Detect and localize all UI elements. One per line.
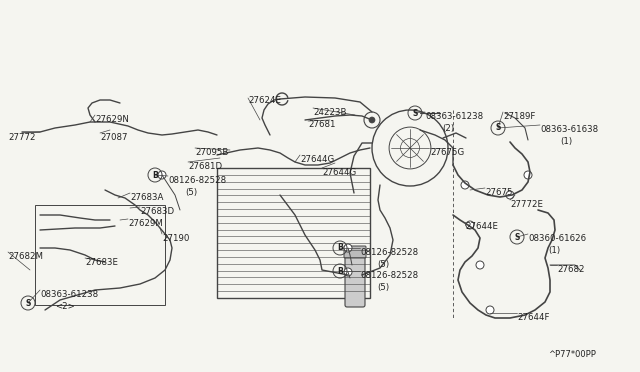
Text: <2>: <2> bbox=[55, 302, 75, 311]
Circle shape bbox=[486, 306, 494, 314]
Text: 27629N: 27629N bbox=[95, 115, 129, 124]
FancyBboxPatch shape bbox=[345, 253, 365, 307]
Text: B: B bbox=[152, 170, 158, 180]
FancyBboxPatch shape bbox=[344, 246, 366, 258]
Text: 24223B: 24223B bbox=[313, 108, 346, 117]
Circle shape bbox=[461, 181, 469, 189]
Text: 27675: 27675 bbox=[485, 188, 513, 197]
Text: (5): (5) bbox=[377, 283, 389, 292]
Text: 27683D: 27683D bbox=[140, 207, 174, 216]
Circle shape bbox=[158, 171, 166, 179]
Text: 27624E: 27624E bbox=[248, 96, 281, 105]
Text: 27772: 27772 bbox=[8, 133, 35, 142]
Text: 27682M: 27682M bbox=[8, 252, 43, 261]
Circle shape bbox=[524, 171, 532, 179]
Text: 27681: 27681 bbox=[308, 120, 335, 129]
Text: S: S bbox=[495, 124, 500, 132]
Text: 27644G: 27644G bbox=[300, 155, 334, 164]
Text: (5): (5) bbox=[185, 188, 197, 197]
Text: 27683A: 27683A bbox=[130, 193, 163, 202]
Text: 08360-61626: 08360-61626 bbox=[528, 234, 586, 243]
Text: S: S bbox=[515, 232, 520, 241]
Text: 27095B: 27095B bbox=[195, 148, 228, 157]
Text: (1): (1) bbox=[560, 137, 572, 146]
Bar bbox=[35, 205, 165, 305]
Text: B: B bbox=[337, 266, 343, 276]
Text: 27682: 27682 bbox=[557, 265, 584, 274]
Circle shape bbox=[369, 117, 375, 123]
Text: 27681D: 27681D bbox=[188, 162, 222, 171]
Text: 27683E: 27683E bbox=[85, 258, 118, 267]
Text: 27087: 27087 bbox=[100, 133, 127, 142]
Text: S: S bbox=[412, 109, 418, 118]
Circle shape bbox=[344, 244, 352, 252]
Text: S: S bbox=[26, 298, 31, 308]
Text: (1): (1) bbox=[548, 246, 560, 255]
Text: 27644F: 27644F bbox=[517, 313, 550, 322]
Text: 08363-61638: 08363-61638 bbox=[540, 125, 598, 134]
Text: 27190: 27190 bbox=[162, 234, 189, 243]
Text: (5): (5) bbox=[377, 260, 389, 269]
Text: 27772E: 27772E bbox=[510, 200, 543, 209]
Text: B: B bbox=[337, 244, 343, 253]
Text: 27629M: 27629M bbox=[128, 219, 163, 228]
Bar bbox=[217, 168, 370, 298]
Circle shape bbox=[506, 191, 514, 199]
Text: 27644E: 27644E bbox=[465, 222, 498, 231]
Text: 27644G: 27644G bbox=[322, 168, 356, 177]
Text: 27675G: 27675G bbox=[430, 148, 464, 157]
Text: 27189F: 27189F bbox=[503, 112, 536, 121]
Circle shape bbox=[466, 221, 474, 229]
Text: 08126-82528: 08126-82528 bbox=[360, 248, 418, 257]
Text: (2): (2) bbox=[442, 124, 454, 133]
Text: 08126-82528: 08126-82528 bbox=[360, 271, 418, 280]
Text: 08126-82528: 08126-82528 bbox=[168, 176, 226, 185]
Text: 08363-61238: 08363-61238 bbox=[425, 112, 483, 121]
Text: 08363-61238: 08363-61238 bbox=[40, 290, 98, 299]
Circle shape bbox=[476, 261, 484, 269]
Circle shape bbox=[344, 268, 352, 276]
Text: ^P77*00PP: ^P77*00PP bbox=[548, 350, 596, 359]
